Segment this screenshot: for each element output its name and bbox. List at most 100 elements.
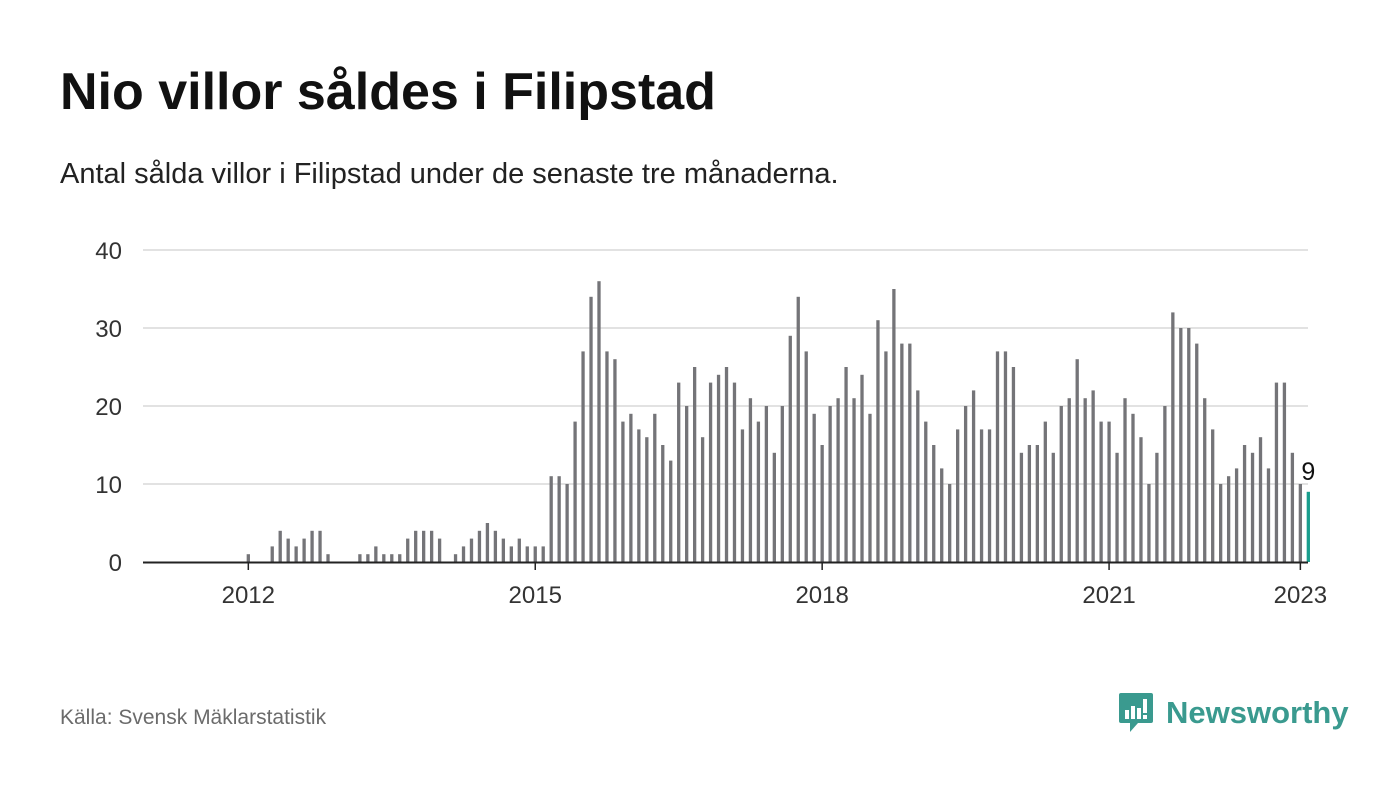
bar xyxy=(406,538,410,562)
bar xyxy=(1234,468,1239,562)
x-tick-label: 2012 xyxy=(222,582,275,609)
bar xyxy=(1091,390,1095,562)
bar xyxy=(708,382,713,562)
bar xyxy=(979,429,984,562)
bar-latest xyxy=(1306,491,1310,562)
bar xyxy=(956,429,960,562)
bar xyxy=(812,413,816,562)
bar xyxy=(461,546,466,562)
page-title: Nio villor såldes i Filipstad xyxy=(60,63,716,121)
source-note: Källa: Svensk Mäklarstatistik xyxy=(60,706,327,729)
bar xyxy=(820,445,824,562)
bar xyxy=(1179,328,1183,562)
y-tick-label: 10 xyxy=(95,472,122,499)
bar xyxy=(493,530,498,562)
bar xyxy=(469,538,474,562)
bar xyxy=(318,530,322,562)
bar xyxy=(1075,359,1079,562)
y-tick-label: 0 xyxy=(109,550,122,577)
bar xyxy=(732,382,737,562)
bar xyxy=(995,351,1000,562)
bar xyxy=(756,421,761,562)
bar xyxy=(669,460,673,562)
bar xyxy=(549,476,553,562)
x-tick-label: 2023 xyxy=(1274,582,1327,609)
bar xyxy=(270,546,274,562)
brand-logo: Newsworthy xyxy=(1118,690,1349,736)
bar xyxy=(573,421,577,562)
newsworthy-logo-icon xyxy=(1119,693,1153,732)
bar xyxy=(501,538,506,562)
bar xyxy=(1043,421,1047,562)
bar xyxy=(716,374,721,562)
bar xyxy=(1195,343,1199,562)
bar xyxy=(1115,452,1119,562)
bar xyxy=(764,406,769,562)
bar xyxy=(437,538,442,562)
bar xyxy=(1011,367,1016,562)
bar xyxy=(485,523,490,562)
bar xyxy=(932,445,936,562)
bar xyxy=(748,398,753,562)
bar xyxy=(677,382,681,562)
bar xyxy=(382,554,386,562)
bar xyxy=(278,530,282,562)
bar xyxy=(1258,437,1263,562)
bar xyxy=(780,406,784,562)
bar xyxy=(971,390,976,562)
bar xyxy=(326,554,330,562)
bar xyxy=(533,546,537,562)
bar xyxy=(916,390,920,562)
brand-name: Newsworthy xyxy=(1166,695,1349,730)
bar xyxy=(1298,484,1303,562)
bar xyxy=(1226,476,1231,562)
bar xyxy=(661,445,665,562)
bar xyxy=(1203,398,1207,562)
bar xyxy=(1139,437,1143,562)
bar xyxy=(963,406,968,562)
bar xyxy=(629,413,633,562)
bar xyxy=(310,530,314,562)
bar xyxy=(246,554,250,562)
bar xyxy=(1163,406,1167,562)
bar xyxy=(884,351,888,562)
bar xyxy=(804,351,808,562)
bar xyxy=(836,398,840,562)
bar xyxy=(868,413,872,562)
bar xyxy=(1035,445,1039,562)
bar xyxy=(987,429,992,562)
bar xyxy=(374,546,378,562)
bar xyxy=(1250,452,1255,562)
bar xyxy=(1083,398,1087,562)
bar xyxy=(621,421,625,562)
bar xyxy=(788,335,792,562)
bar xyxy=(565,484,569,562)
bar xyxy=(1131,413,1135,562)
bar xyxy=(796,296,800,562)
bar xyxy=(509,546,513,562)
bar xyxy=(581,351,585,562)
bar xyxy=(828,406,832,562)
bar xyxy=(477,530,482,562)
bar xyxy=(286,538,290,562)
bar xyxy=(692,367,697,562)
bar xyxy=(1003,351,1008,562)
bar xyxy=(1290,452,1295,562)
y-tick-label: 40 xyxy=(95,238,122,265)
bar xyxy=(1155,452,1159,562)
bar xyxy=(302,538,306,562)
bar xyxy=(1059,406,1063,562)
y-tick-label: 30 xyxy=(95,316,122,343)
bar xyxy=(645,437,649,562)
bar xyxy=(597,281,601,562)
bar xyxy=(398,554,402,562)
bar xyxy=(613,359,617,562)
bar xyxy=(852,398,856,562)
x-tick-label: 2015 xyxy=(509,582,562,609)
x-tick-label: 2021 xyxy=(1082,582,1135,609)
data-label-latest: 9 xyxy=(1301,458,1315,486)
bar xyxy=(525,546,529,562)
bar xyxy=(900,343,904,562)
x-tick-label: 2018 xyxy=(795,582,848,609)
bar xyxy=(1282,382,1287,562)
